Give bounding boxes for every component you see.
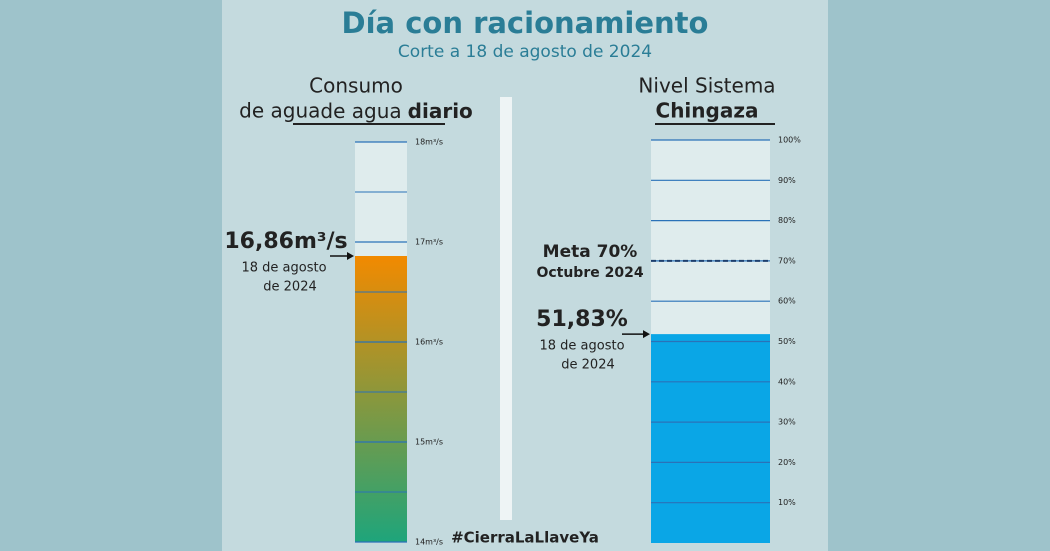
value-annotation: 18 de agosto <box>539 339 624 354</box>
target-label: Octubre 2024 <box>536 265 643 281</box>
y-tick-label: 16m³/s <box>415 338 443 347</box>
arrow-head <box>643 330 650 339</box>
y-tick-label: 10% <box>778 498 796 507</box>
value-annotation: de 2024 <box>263 280 316 295</box>
arrow-head <box>347 252 354 260</box>
y-tick-label: 20% <box>778 458 796 467</box>
y-tick-label: 100% <box>778 136 801 145</box>
gauge-title: Nivel Sistema <box>638 74 775 98</box>
gauge-title: Consumo <box>309 74 403 98</box>
y-tick-label: 14m³/s <box>415 538 443 547</box>
y-tick-label: 15m³/s <box>415 438 443 447</box>
y-tick-label: 17m³/s <box>415 238 443 247</box>
y-tick-label: 30% <box>778 418 796 427</box>
y-tick-label: 50% <box>778 337 796 346</box>
gauge-title-part: de agua <box>320 99 401 123</box>
y-tick-label: 80% <box>778 216 796 225</box>
subtitle: Corte a 18 de agosto de 2024 <box>398 42 652 62</box>
gauge-title-emphasis: Chingaza <box>656 99 759 123</box>
y-tick-label: 60% <box>778 297 796 306</box>
gauge-title-emphasis: diario <box>408 99 473 123</box>
y-tick-label: 70% <box>778 256 796 265</box>
divider <box>500 97 512 520</box>
gauge-title: de aguade agua diario <box>239 99 473 123</box>
y-tick-label: 40% <box>778 377 796 386</box>
value-label: 51,83% <box>536 307 628 332</box>
value-annotation: 18 de agosto <box>241 261 326 276</box>
hashtag: #CierraLaLlaveYa <box>451 529 599 547</box>
value-annotation: de 2024 <box>561 358 614 373</box>
y-tick-label: 18m³/s <box>415 138 443 147</box>
target-label: Meta 70% <box>543 242 638 262</box>
gauge-fill <box>355 256 407 542</box>
y-tick-label: 90% <box>778 176 796 185</box>
gauge-fill <box>651 334 770 543</box>
title: Día con racionamiento <box>342 6 709 40</box>
value-label: 16,86m³/s <box>224 229 347 254</box>
